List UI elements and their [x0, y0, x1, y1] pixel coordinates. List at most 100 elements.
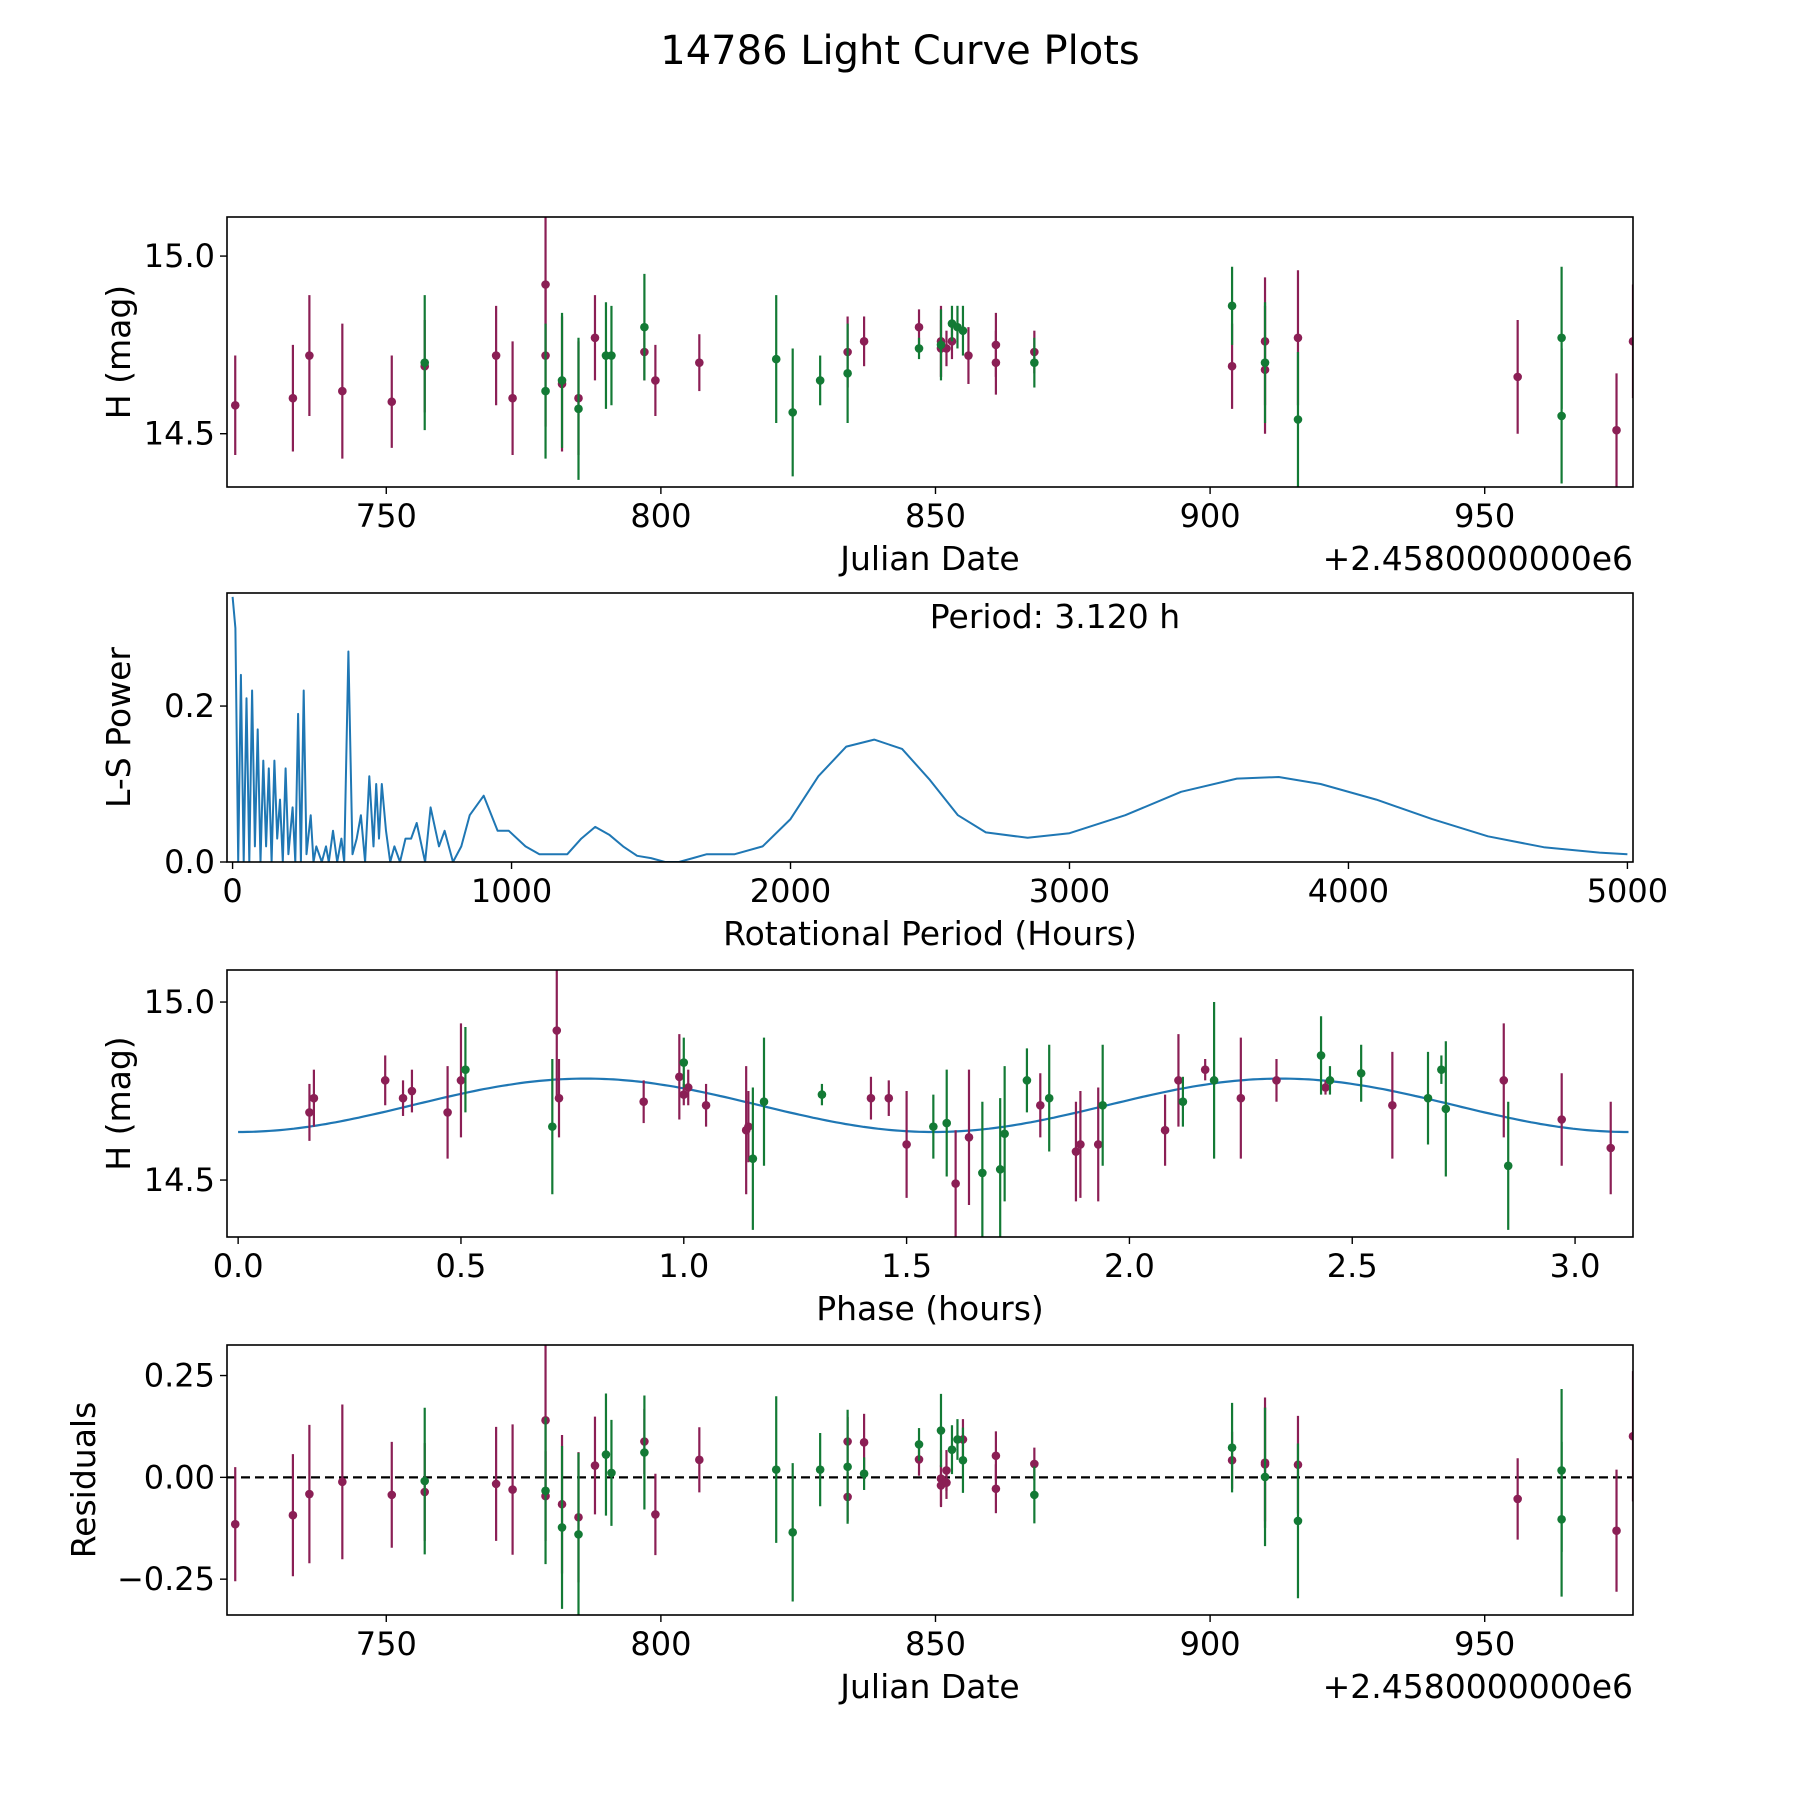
y-tick-label: 14.5 [144, 1161, 215, 1199]
data-point [338, 386, 347, 396]
data-point [1093, 1140, 1103, 1149]
data-point [964, 351, 973, 360]
x-tick-label: 900 [1180, 497, 1241, 535]
data-point [958, 326, 968, 335]
data-point [1441, 1104, 1451, 1114]
data-point [508, 1485, 517, 1494]
data-point [771, 1465, 781, 1474]
data-point [683, 1083, 693, 1092]
data-point [651, 1510, 660, 1519]
data-point [914, 344, 924, 353]
x-tick-label: 900 [1180, 1625, 1241, 1663]
data-point [936, 1426, 946, 1435]
data-point [843, 369, 852, 378]
x-tick-label: 3000 [1029, 872, 1110, 910]
data-point [947, 1445, 957, 1454]
data-point [866, 1093, 876, 1103]
data-point [398, 1093, 408, 1103]
y-tick-label: 0.25 [144, 1357, 215, 1395]
data-point [607, 351, 616, 360]
residuals-panel: 750 800 850 900 950 −0.25 0.00 0.25 Julian Date R… [64, 1344, 1634, 1706]
data-point [815, 376, 825, 385]
data-point [978, 1168, 987, 1178]
data-point [557, 376, 567, 385]
data-point [1499, 1076, 1509, 1085]
data-point [305, 351, 314, 360]
data-point [958, 1455, 968, 1465]
x-tick-label: 800 [630, 1625, 691, 1663]
data-point [1606, 1143, 1616, 1153]
data-point [1557, 1115, 1566, 1124]
data-point [639, 1097, 648, 1107]
data-point [1200, 1065, 1210, 1074]
data-point [951, 1179, 960, 1188]
y-axis-label: H (mag) [99, 1036, 138, 1170]
data-point [1071, 1147, 1081, 1156]
data-point [1513, 372, 1522, 382]
data-point [1316, 1051, 1326, 1060]
x-tick-label: 950 [1454, 497, 1515, 535]
plot-area [230, 217, 1633, 487]
data-point [817, 1090, 827, 1099]
data-point [1513, 1494, 1522, 1504]
data-point [914, 1440, 924, 1449]
plot-area [227, 1345, 1633, 1615]
data-point [701, 1100, 711, 1110]
periodogram-line [231, 596, 1628, 862]
data-point [230, 400, 240, 410]
data-point [1209, 1076, 1219, 1085]
x-tick-label: 750 [356, 497, 417, 535]
data-point [1227, 1443, 1237, 1452]
data-point [1557, 411, 1566, 421]
y-axis-label: H (mag) [99, 285, 138, 419]
period-annotation: Period: 3.120 h [930, 597, 1180, 636]
data-point [1628, 1431, 1633, 1441]
data-point [456, 1076, 466, 1085]
data-point [387, 1490, 397, 1500]
data-point [420, 1476, 430, 1486]
data-point [1388, 1100, 1397, 1110]
y-tick-label: 14.5 [144, 415, 215, 453]
x-tick-label: 1.0 [658, 1247, 709, 1285]
data-point [1098, 1100, 1107, 1110]
data-point [574, 1530, 583, 1539]
data-point [991, 1451, 1001, 1461]
x-tick-label: 0 [222, 872, 242, 910]
data-point [1044, 1093, 1054, 1103]
data-point [1178, 1097, 1188, 1107]
data-point [305, 1489, 314, 1499]
data-point [230, 1519, 240, 1529]
axes-frame [226, 216, 1634, 488]
data-point [387, 397, 397, 407]
figure-title: 14786 Light Curve Plots [660, 28, 1140, 74]
data-point [942, 1118, 952, 1128]
x-tick-label: 2.0 [1104, 1247, 1155, 1285]
data-point [640, 322, 649, 332]
data-point [843, 1462, 852, 1472]
data-point [744, 1122, 753, 1131]
data-point [554, 1093, 564, 1103]
data-point [991, 1484, 1001, 1494]
data-point [679, 1058, 689, 1067]
data-point [1227, 361, 1237, 371]
data-point [380, 1076, 390, 1085]
x-axis-label: Julian Date [838, 539, 1020, 578]
x-axis-label: Rotational Period (Hours) [723, 914, 1137, 953]
x-tick-label: 950 [1454, 1625, 1515, 1663]
data-point [491, 1479, 501, 1489]
data-point [1272, 1076, 1281, 1085]
light-curve-panel: 750 800 850 900 950 14.5 15.0 Julian Date H (mag… [99, 216, 1634, 578]
data-point [902, 1140, 911, 1149]
data-point [1293, 1516, 1303, 1526]
axes-frame [226, 592, 1634, 863]
data-point [1612, 425, 1621, 435]
x-tick-label: 0.5 [436, 1247, 487, 1285]
data-point [590, 1461, 600, 1470]
data-point [771, 354, 781, 364]
data-point [1174, 1076, 1183, 1085]
data-point [953, 1435, 962, 1444]
x-tick-label: 2.5 [1327, 1247, 1378, 1285]
axes-frame [226, 1344, 1634, 1616]
data-point [1612, 1526, 1621, 1536]
data-point [1076, 1140, 1085, 1149]
